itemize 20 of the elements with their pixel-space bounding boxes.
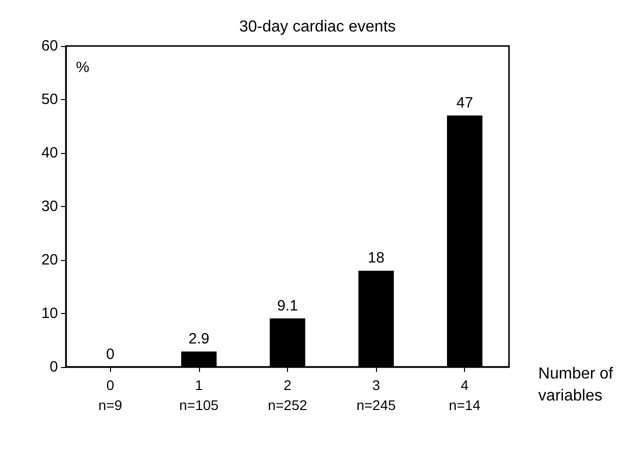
data-label: 18: [368, 250, 384, 267]
y-tick-label: 0: [50, 358, 58, 376]
x-tick-label: 1 n=105: [179, 377, 219, 413]
x-tick-label: 4 n=14: [448, 377, 481, 413]
y-tick-label: 50: [41, 91, 58, 108]
data-label: 0: [106, 346, 114, 363]
y-tick-label: 20: [41, 252, 58, 268]
data-label: 47: [456, 94, 474, 112]
y-axis-title: %: [76, 59, 90, 76]
x-tick-label: 2 n=252: [268, 377, 308, 413]
y-tick-label: 40: [41, 144, 58, 162]
y-tick-label: 10: [41, 305, 58, 322]
x-tick-label: 0 n=9: [98, 377, 122, 413]
chart-title: 30-day cardiac events: [239, 18, 396, 36]
y-tick-label: 30: [41, 198, 58, 215]
data-label: 9.1: [277, 297, 298, 314]
data-label: 2.9: [188, 330, 210, 348]
x-tick-label: 3 n=245: [356, 377, 396, 413]
x-axis-title: Number of variables: [538, 366, 614, 404]
y-tick-label: 60: [41, 38, 58, 54]
